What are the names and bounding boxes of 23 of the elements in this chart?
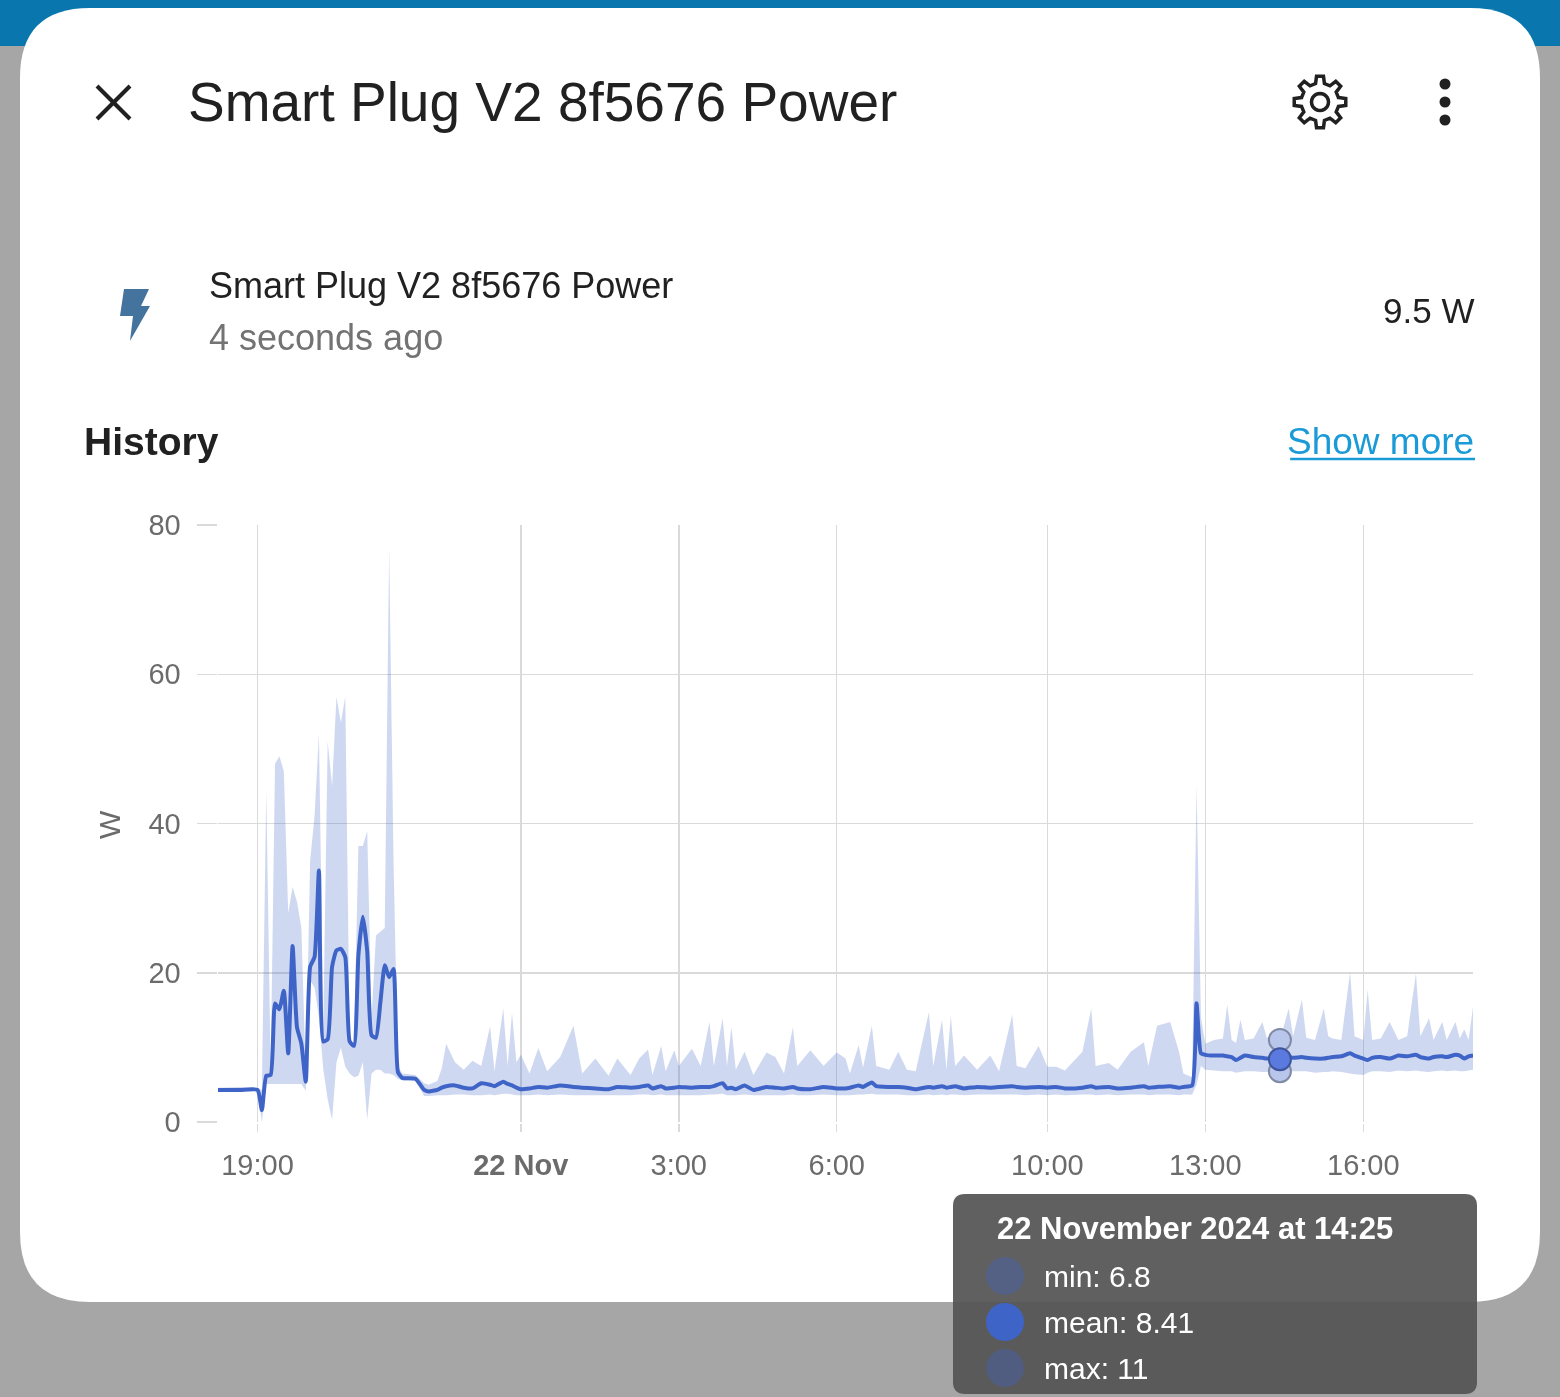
y-tick-label: 40 xyxy=(148,807,181,840)
y-tick-label: 0 xyxy=(164,1106,181,1139)
x-tick-label: 16:00 xyxy=(1327,1148,1400,1181)
text: 9.5 W xyxy=(1383,291,1475,330)
text: mean: 8.41 xyxy=(1044,1306,1195,1339)
text: Show more xyxy=(1287,421,1475,462)
x-tick-label: 19:00 xyxy=(221,1148,294,1181)
x-tick-label: 22 Nov xyxy=(473,1148,569,1181)
text: 4 seconds ago xyxy=(209,317,444,358)
text: max: 11 xyxy=(1044,1352,1149,1385)
y-tick-label: 80 xyxy=(148,509,181,542)
text: min: 6.8 xyxy=(1044,1260,1151,1293)
y-tick-label: 20 xyxy=(148,956,181,989)
y-axis-title: W xyxy=(93,810,126,839)
x-tick-label: 6:00 xyxy=(808,1148,865,1181)
x-tick-label: 13:00 xyxy=(1169,1148,1242,1181)
x-tick-label: 3:00 xyxy=(650,1148,707,1181)
chart-title: Smart Plug V2 8f5676 Power xyxy=(188,71,898,134)
x-tick-label: 10:00 xyxy=(1011,1148,1084,1181)
text: Smart Plug V2 8f5676 Power xyxy=(209,265,674,306)
text: History xyxy=(84,420,219,463)
y-tick-label: 60 xyxy=(148,658,181,691)
text: 22 November 2024 at 14:25 xyxy=(997,1211,1394,1246)
